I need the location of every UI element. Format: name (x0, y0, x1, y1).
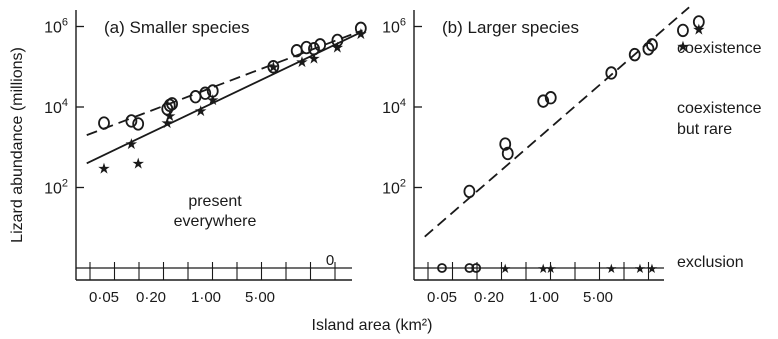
exclusion-point-star: ★ (545, 261, 557, 276)
data-point-star: ★ (206, 92, 219, 109)
exclusion-point-star: ★ (634, 261, 646, 276)
data-point-star: ★ (125, 136, 138, 153)
data-point-circle (314, 38, 327, 52)
data-point-circle (132, 117, 145, 131)
data-point-circle (537, 94, 550, 108)
data-point-circle (499, 137, 512, 151)
data-point-circle (331, 33, 344, 48)
x-tick-label: 1·00 (191, 289, 221, 306)
y-tick-label: 102 (44, 178, 68, 198)
panel-b-larger-species: (b) Larger species coexistence coexisten… (413, 10, 762, 281)
panel-b-title: (b) Larger species (442, 18, 579, 37)
data-point-star: ★ (354, 26, 367, 43)
data-point-circle (125, 114, 138, 128)
y-tick-label: 104 (44, 97, 68, 117)
panel-a-annotation-everywhere: everywhere (174, 213, 257, 230)
data-point-star: ★ (692, 21, 705, 38)
x-tick-label: 0·20 (136, 289, 166, 306)
data-point-circle (463, 184, 476, 199)
data-point-circle (166, 97, 178, 111)
panel-a-smaller-species: (a) Smaller species 0 present everywhere (75, 10, 352, 281)
data-point-star: ★ (267, 59, 280, 76)
x-tick-label: 1·00 (529, 289, 559, 306)
data-point-circle (501, 146, 514, 161)
data-point-star: ★ (331, 40, 344, 57)
y-tick-label: 106 (382, 17, 406, 37)
data-point-star: ★ (161, 115, 174, 132)
data-point-circle (308, 42, 320, 56)
data-point-circle (692, 15, 705, 29)
data-point-circle (300, 40, 313, 55)
data-point-star: ★ (307, 51, 320, 68)
data-point-circle (646, 38, 658, 52)
y-tick-label: 104 (382, 97, 406, 117)
data-point-circle (677, 23, 689, 38)
data-point-circle (642, 42, 655, 56)
data-point-circle (605, 66, 618, 80)
data-point-star: ★ (97, 160, 110, 177)
data-point-circle (544, 91, 557, 105)
fit-line-dashed (86, 29, 363, 136)
data-point-star: ★ (676, 38, 689, 55)
data-point-circle (628, 47, 641, 62)
data-point-circle (98, 116, 110, 130)
exclusion-point-star: ★ (537, 261, 549, 276)
data-point-circle (354, 21, 367, 36)
data-point-star: ★ (295, 54, 308, 71)
exclusion-point-circle (471, 263, 482, 273)
panel-a-zero-label: 0 (326, 252, 334, 269)
data-point-star: ★ (194, 103, 207, 120)
exclusion-point-circle (437, 263, 447, 273)
panel-b-annotation-coexistence-rare-2: but rare (677, 121, 732, 138)
data-point-circle (206, 84, 219, 98)
data-point-star: ★ (163, 108, 176, 125)
y-axis-label: Lizard abundance (millions) (9, 47, 26, 243)
y-tick-label: 106 (44, 17, 68, 37)
exclusion-point-star: ★ (646, 261, 658, 276)
data-point-star: ★ (131, 155, 144, 172)
panel-a-annotation-present: present (188, 193, 242, 210)
x-axis-label: Island area (km²) (312, 317, 433, 334)
x-tick-label: 0·05 (89, 289, 119, 306)
fit-line-dashed (424, 6, 690, 238)
x-tick-label: 0·20 (474, 289, 504, 306)
data-point-circle (267, 60, 280, 74)
data-point-circle (189, 90, 202, 104)
exclusion-point-circle (464, 263, 475, 273)
exclusion-point-star: ★ (605, 261, 617, 276)
x-tick-label: 0·05 (427, 289, 457, 306)
x-tick-label: 5·00 (583, 289, 613, 306)
y-tick-label: 102 (382, 178, 406, 198)
panel-b-annotation-coexistence: coexistence (677, 40, 762, 57)
exclusion-point-star: ★ (499, 261, 511, 276)
panel-b-annotation-coexistence-rare-1: coexistence (677, 100, 762, 117)
panel-b-annotation-exclusion: exclusion (677, 254, 744, 271)
panel-a-title: (a) Smaller species (104, 18, 250, 37)
data-point-circle (199, 86, 212, 100)
x-tick-label: 5·00 (245, 289, 275, 306)
